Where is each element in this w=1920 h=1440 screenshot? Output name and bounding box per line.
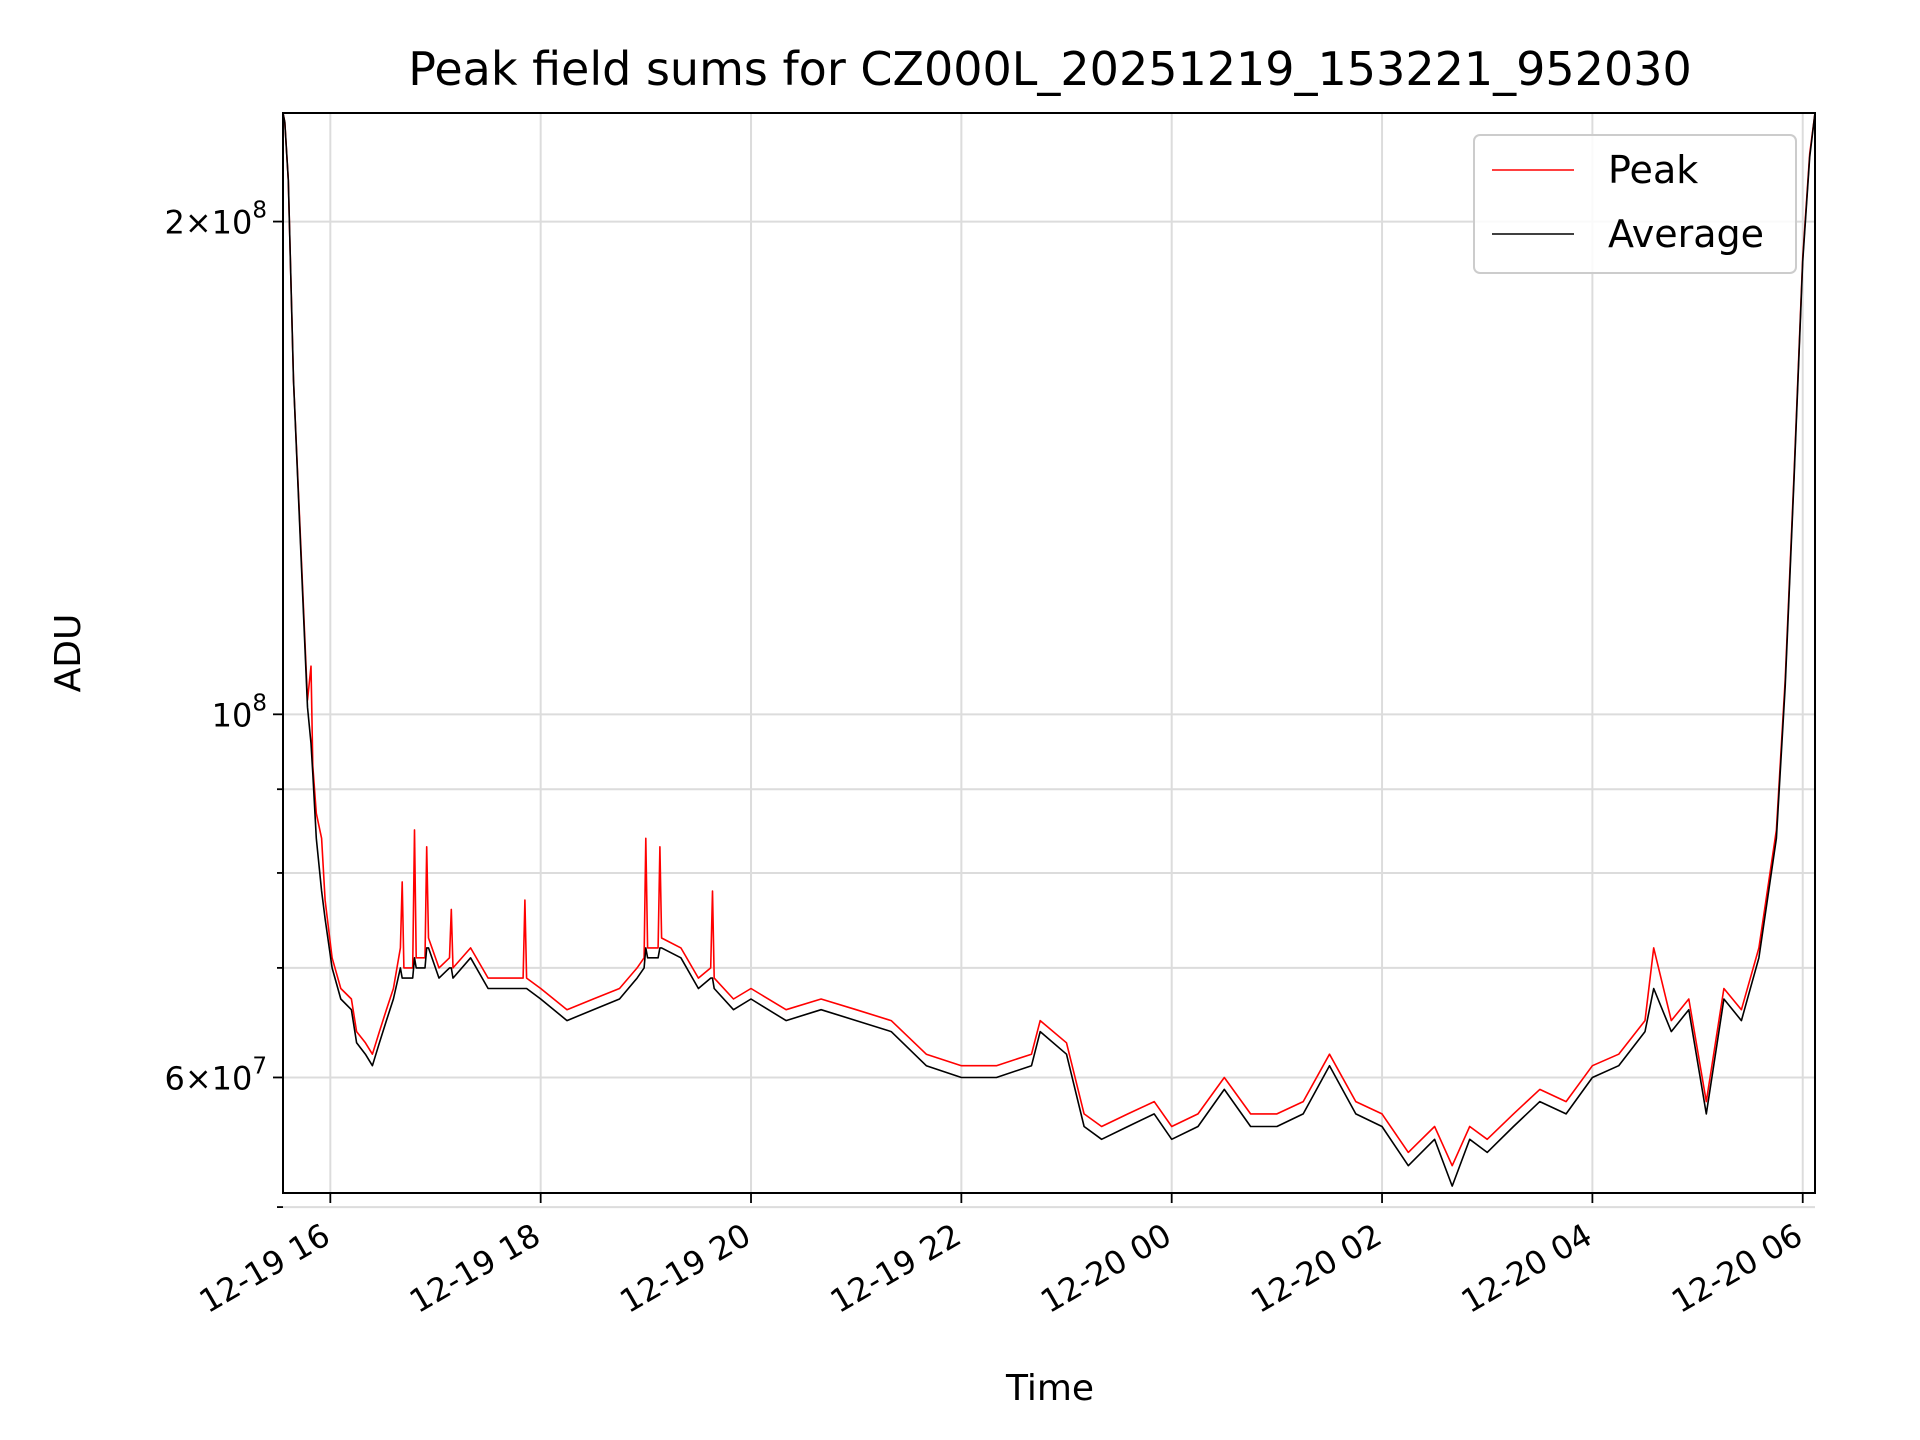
y-tick-base: 10 [212, 696, 253, 734]
chart-title: Peak field sums for CZ000L_20251219_1532… [408, 42, 1692, 96]
y-tick-mantissa: 6 [164, 1059, 184, 1097]
y-tick-exponent: 8 [252, 198, 267, 224]
y-tick-label: 2×108 [164, 198, 267, 242]
y-tick-base: 10 [212, 204, 253, 242]
legend-label-peak: Peak [1608, 148, 1698, 192]
plot-area-frame [282, 112, 1816, 1194]
y-tick-label: 108 [212, 690, 267, 734]
y-tick-exponent: 8 [252, 690, 267, 716]
y-axis-label: ADU [48, 614, 89, 693]
y-tick-mantissa: 2 [164, 204, 184, 242]
series-line-average [282, 112, 1816, 1187]
x-axis-label: Time [1005, 1368, 1094, 1409]
y-tick-label: 6×107 [164, 1053, 267, 1097]
y-tick-base: 10 [212, 1059, 253, 1097]
grid-lines [283, 113, 1815, 1209]
y-tick-times-sign: × [185, 204, 212, 242]
y-tick-times-sign: × [185, 1059, 212, 1097]
plot-series [282, 112, 1816, 1187]
legend-label-average: Average [1608, 212, 1764, 256]
series-line-peak [282, 112, 1816, 1167]
chart-legend: Peak Average [1473, 134, 1797, 274]
y-tick-exponent: 7 [252, 1053, 267, 1079]
